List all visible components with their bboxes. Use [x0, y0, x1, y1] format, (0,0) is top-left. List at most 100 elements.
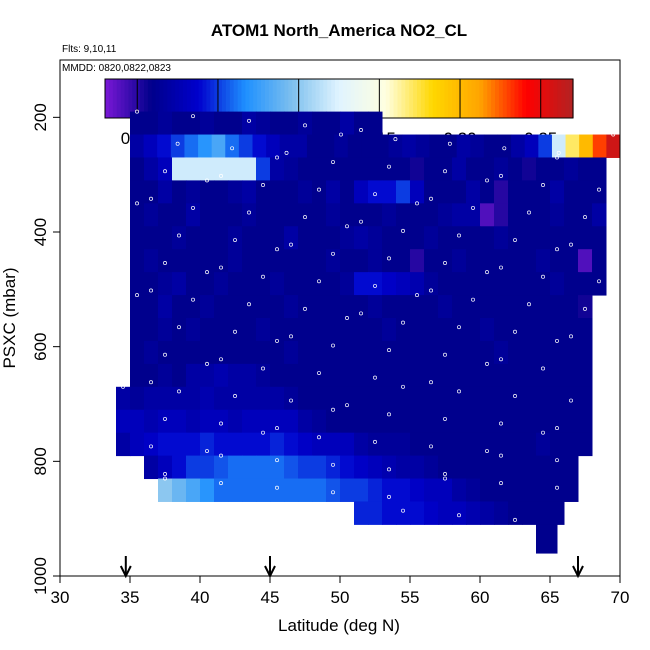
heatmap-cell: [228, 180, 243, 204]
sample-point: [219, 421, 223, 426]
heatmap-cell: [270, 249, 285, 273]
heatmap-cell: [452, 478, 467, 502]
heatmap-cell: [326, 272, 341, 296]
heatmap-cell: [564, 249, 579, 273]
sample-point: [359, 311, 363, 316]
heatmap-cell: [270, 432, 285, 457]
heatmap-cell: [564, 203, 579, 227]
sample-point: [359, 219, 363, 224]
heatmap-cell: [550, 180, 565, 204]
heatmap-cell: [340, 249, 355, 273]
sample-point: [471, 297, 475, 302]
heatmap-cell: [550, 409, 565, 434]
heatmap-cell: [354, 432, 369, 457]
heatmap-cell: [452, 295, 467, 319]
heatmap-cell: [438, 203, 453, 227]
sample-point: [457, 233, 461, 238]
heatmap-cell: [550, 272, 565, 296]
heatmap-cell: [480, 295, 495, 319]
heatmap-cell: [200, 363, 215, 388]
heatmap-cell: [578, 203, 593, 227]
sample-point: [149, 288, 153, 293]
heatmap-cell: [200, 157, 215, 181]
heatmap-cell: [494, 501, 509, 525]
heatmap-cell: [368, 478, 383, 502]
heatmap-cell: [536, 478, 551, 502]
sample-point: [191, 205, 195, 210]
sample-point: [555, 338, 559, 343]
sample-point: [219, 481, 223, 486]
heatmap-cell: [497, 134, 512, 158]
heatmap-cell: [592, 203, 607, 227]
colorbar-swatch: [459, 79, 465, 118]
heatmap-cell: [522, 318, 537, 342]
heatmap-cell: [494, 318, 509, 342]
colorbar: 0.000.050.100.150.200.25: [104, 78, 574, 148]
heatmap-cell: [578, 295, 593, 319]
heatmap-cell: [130, 157, 145, 181]
heatmap-cell: [606, 134, 620, 158]
sample-point: [401, 320, 405, 325]
heatmap-cell: [200, 295, 215, 319]
heatmap-cell: [382, 226, 397, 250]
heatmap-cell: [480, 226, 495, 250]
heatmap-cell: [550, 363, 565, 388]
sample-point: [317, 279, 321, 284]
colorbar-swatch: [436, 79, 441, 118]
heatmap-cell: [186, 111, 201, 136]
heatmap-cell: [578, 226, 593, 250]
sample-point: [485, 270, 489, 275]
heatmap-cell: [298, 111, 313, 136]
heatmap-cell: [354, 111, 369, 136]
heatmap-cell: [298, 318, 313, 342]
heatmap-cell: [375, 134, 390, 158]
heatmap-cell: [340, 432, 355, 457]
heatmap-cell: [578, 409, 593, 434]
heatmap-cell: [242, 111, 257, 136]
heatmap-cell: [396, 295, 411, 319]
heatmap-cell: [312, 478, 327, 502]
heatmap-cell: [388, 134, 403, 158]
heatmap-cell: [284, 226, 299, 250]
colorbar-swatch: [315, 79, 321, 118]
colorbar-swatch: [428, 79, 434, 118]
heatmap-cell: [564, 295, 579, 319]
heatmap-cell: [298, 340, 313, 365]
heatmap-cell: [200, 432, 215, 457]
heatmap-cell: [578, 272, 593, 296]
heatmap-cell: [186, 249, 201, 273]
heatmap-cell: [396, 249, 411, 273]
sample-point: [219, 265, 223, 270]
heatmap-cell: [242, 363, 257, 388]
heatmap-cell: [238, 134, 253, 158]
sample-point: [387, 256, 391, 261]
colorbar-swatch: [108, 79, 114, 118]
heatmap-cell: [456, 134, 471, 158]
heatmap-cell: [410, 157, 425, 181]
colorbar-swatch: [105, 79, 110, 118]
heatmap-cell: [158, 386, 173, 411]
heatmap-cell: [466, 455, 481, 480]
heatmap-cell: [214, 203, 229, 227]
heatmap-cell: [396, 157, 411, 181]
heatmap-cell: [396, 272, 411, 296]
sample-point: [387, 494, 391, 499]
heatmap-cell: [480, 318, 495, 342]
heatmap-cell: [452, 249, 467, 273]
sample-point: [331, 251, 335, 256]
sample-point: [205, 270, 209, 275]
heatmap-cell: [494, 455, 509, 480]
colorbar-swatch: [257, 79, 262, 118]
sample-point: [401, 508, 405, 513]
heatmap-cell: [415, 134, 430, 158]
heatmap-cell: [452, 226, 467, 250]
heatmap-cell: [228, 409, 243, 434]
heatmap-cell: [578, 157, 593, 181]
heatmap-cell: [158, 478, 173, 502]
heatmap-cell: [172, 111, 187, 136]
heatmap-cell: [256, 226, 271, 250]
heatmap-cell: [522, 340, 537, 365]
heatmap-cell: [564, 272, 579, 296]
heatmap-cell: [410, 501, 425, 525]
sample-point: [163, 352, 167, 357]
